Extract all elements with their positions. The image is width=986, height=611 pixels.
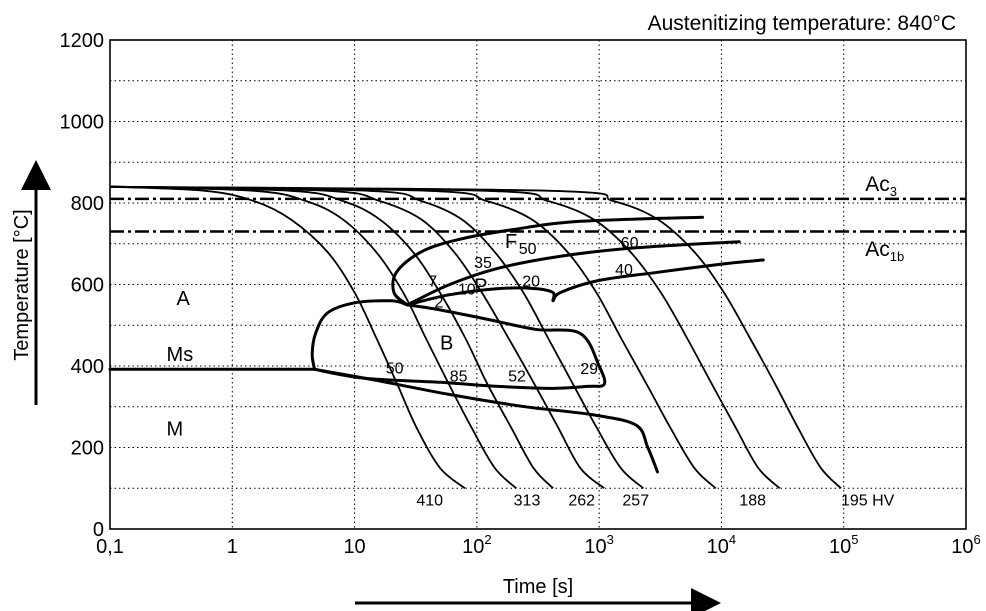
annotation-label: 20 [522,274,540,291]
y-tick-label: 0 [93,519,104,541]
y-tick-label: 800 [71,193,104,215]
reference-lines [110,197,966,233]
annotation-label: P [474,276,487,298]
x-tick-labels: 0,1 1 10 102 103 104 105 106 [96,532,981,558]
y-axis-label: Temperature [°C] [11,209,33,360]
plot-frame [109,39,967,530]
y-tick-label: 1000 [60,112,105,134]
x-tick-label: 103 [584,532,613,558]
transformation-line-ferrite-start [391,215,704,307]
x-tick-label: 105 [829,532,858,558]
y-tick-label: 600 [71,275,104,297]
cooling-curve [109,185,554,489]
annotation-label: 60 [621,235,639,252]
annotation-label: 50 [386,360,404,377]
annotation-label: 2 [434,295,443,312]
annotation-label: 257 [622,492,649,509]
transformation-line-pearlite-finish [405,258,765,307]
annotation-label: M [167,418,184,440]
y-tick-label: 1200 [60,30,105,52]
transformation-line-bainite-finish [313,303,607,390]
y-tick-labels: 0 200 400 600 800 1000 1200 [60,30,105,541]
annotation-label: 52 [508,368,526,385]
annotation-label: 50 [519,241,537,258]
annotation-label: A [177,288,191,310]
annotation-label: 40 [615,262,633,279]
cooling-curves [109,185,842,490]
reference-line-label: Ac3 [865,173,897,199]
annotation-label: Ms [167,344,194,366]
grid-lines [110,40,966,529]
transformation-line-bainite-start [310,299,409,371]
chart-title: Austenitizing temperature: 840°C [648,12,956,35]
transformation-lines [108,215,765,474]
transformation-line-martensite-finish [313,367,659,474]
annotation-label: 85 [450,368,468,385]
annotation-label: 313 [514,492,541,509]
cooling-curve [109,185,717,489]
cooling-curve [109,185,644,489]
x-tick-label: 104 [707,532,736,558]
annotation-label: 262 [568,492,595,509]
cooling-curve [109,185,517,489]
cooling-curve [109,185,605,490]
annotation-label: 195 HV [841,492,895,509]
y-tick-label: 200 [71,438,104,460]
annotation-label: 410 [416,492,443,509]
ref-line-labels: Ac3 Ac1b [865,173,904,264]
annotation-label: F [505,231,517,253]
annotation-label: 29 [580,361,598,378]
annotation-label: B [440,333,453,355]
annotation-label: 35 [474,255,492,272]
annotations: A Ms M B F P 7 35 50 60 10 2 20 40 50 85 52 29 410 313 262 25… [167,231,895,510]
annotation-label: 10 [458,282,476,299]
cooling-curve [109,185,842,489]
x-tick-label: 102 [462,532,491,558]
x-tick-label: 1 [227,536,238,558]
annotation-label: 7 [428,274,437,291]
x-tick-label: 0,1 [96,536,124,558]
x-tick-label: 10 [343,536,365,558]
x-tick-label: 106 [951,532,980,558]
reference-line-label: Ac1b [865,238,904,264]
x-axis-label: Time [s] [503,576,573,598]
cooling-curve [109,185,466,490]
transformation-line-pearlite-start [405,240,741,307]
annotation-label: 188 [739,492,766,509]
y-tick-label: 400 [71,356,104,378]
